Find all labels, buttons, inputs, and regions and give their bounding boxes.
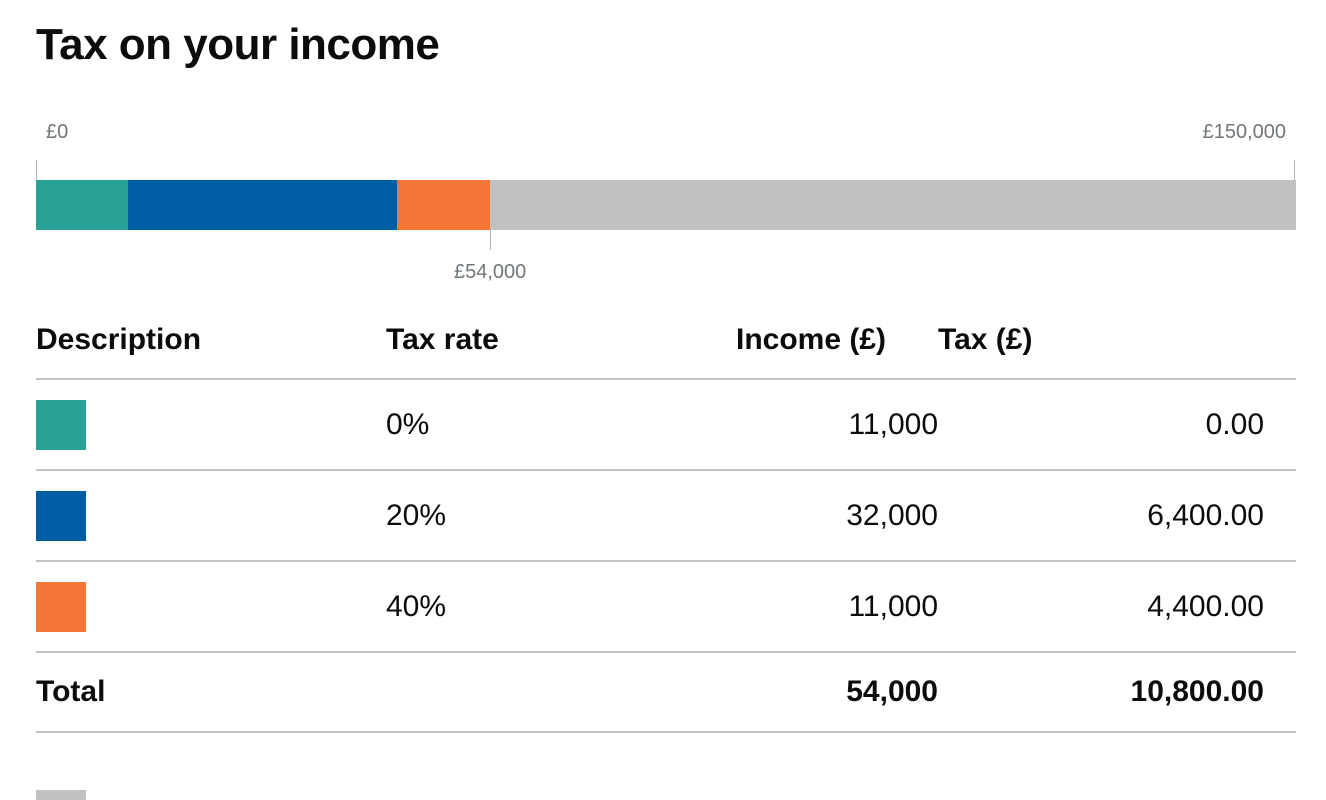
total-label: Total <box>36 652 386 733</box>
scale-max-tick <box>1294 160 1295 180</box>
table-row: 40% 11,000 4,400.00 <box>36 561 1296 653</box>
scale-max-label: £150,000 <box>1202 121 1286 143</box>
band-swatch-40 <box>36 581 86 632</box>
header-tax: Tax (£) <box>938 302 1296 380</box>
scale-min-tick <box>36 160 37 180</box>
income-cell: 32,000 <box>736 470 938 562</box>
table-total-row: Total 54,000 10,800.00 <box>36 652 1296 733</box>
income-cell: 11,000 <box>736 379 938 471</box>
tax-rate-cell: 0% <box>386 379 736 471</box>
band-segment-20 <box>128 180 398 230</box>
tax-breakdown-table: Description Tax rate Income (£) Tax (£) … <box>36 302 1296 733</box>
table-header-row: Description Tax rate Income (£) Tax (£) <box>36 302 1296 380</box>
income-marker-label: £54,000 <box>454 261 527 283</box>
income-band-bar <box>36 180 1296 230</box>
total-tax: 10,800.00 <box>938 652 1296 733</box>
income-cell: 11,000 <box>736 561 938 653</box>
tax-rate-cell: 40% <box>386 561 736 653</box>
tax-cell: 6,400.00 <box>938 470 1296 562</box>
table-row: 20% 32,000 6,400.00 <box>36 470 1296 562</box>
band-segment-40 <box>397 180 490 230</box>
band-swatch-0 <box>36 399 86 450</box>
tax-cell: 0.00 <box>938 379 1296 471</box>
scale-min-label: £0 <box>46 121 69 143</box>
band-segment-0 <box>36 180 129 230</box>
income-marker-tick <box>490 230 491 250</box>
header-description: Description <box>36 302 386 380</box>
tax-cell: 4,400.00 <box>938 561 1296 653</box>
band-swatch-20 <box>36 490 86 541</box>
page-title: Tax on your income <box>36 20 440 69</box>
header-tax-rate: Tax rate <box>386 302 736 380</box>
header-income: Income (£) <box>736 302 938 380</box>
total-income: 54,000 <box>736 652 938 733</box>
tax-rate-cell: 20% <box>386 470 736 562</box>
table-row: 0% 11,000 0.00 <box>36 379 1296 471</box>
remaining-allowance-swatch <box>36 790 86 800</box>
